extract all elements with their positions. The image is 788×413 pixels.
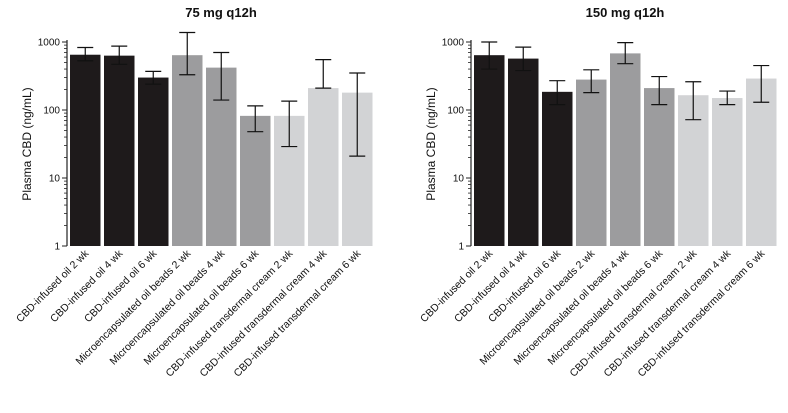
y-tick-label: 100 [43,106,60,117]
error-bars-group [77,31,366,157]
y-axis: 1 10 100 1000 [38,38,68,253]
x-category-label: CBD-infused transdermal cream 2 wk [568,247,700,379]
chart-panel-75mg: 75 mg q12h Plasma CBD (ng/mL) 1 10 100 1000… [14,5,373,380]
bar [576,79,607,246]
y-tick-label: 100 [447,106,464,117]
y-tick-label: 10 [49,174,61,185]
x-category-label: CBD-infused transdermal cream 6 wk [636,247,768,379]
bar [104,55,135,247]
x-category-label: CBD-infused transdermal cream 2 wk [164,247,296,379]
bars-group [474,53,777,247]
bar [644,88,675,247]
y-tick-label: 10 [453,174,465,185]
y-axis-label: Plasma CBD (ng/mL) [20,87,34,200]
x-category-label: CBD-infused transdermal cream 4 wk [602,247,734,379]
y-axis: 1 10 100 1000 [442,38,472,253]
bar [70,54,101,246]
error-bars-group [481,41,770,121]
y-axis-label: Plasma CBD (ng/mL) [424,87,438,200]
bar [240,115,271,246]
y-tick-label: 1000 [38,38,61,49]
y-tick-label: 1000 [442,38,465,49]
bar [542,91,573,246]
bar [172,55,203,246]
bar [308,88,339,247]
bars-group [70,54,373,247]
chart-title: 75 mg q12h [185,5,257,20]
bar [712,98,743,247]
chart-panel-150mg: 150 mg q12h Plasma CBD (ng/mL) 1 10 100 100… [418,5,777,380]
y-tick-label: 1 [54,242,60,253]
bar [474,55,505,246]
x-category-label: CBD-infused transdermal cream 6 wk [232,247,364,379]
bar [508,58,539,246]
bar [746,78,777,246]
bar [610,53,641,247]
chart-title: 150 mg q12h [586,5,665,20]
y-tick-label: 1 [458,242,464,253]
bar [678,95,709,246]
bar [138,77,169,246]
x-category-label: CBD-infused transdermal cream 4 wk [198,247,330,379]
